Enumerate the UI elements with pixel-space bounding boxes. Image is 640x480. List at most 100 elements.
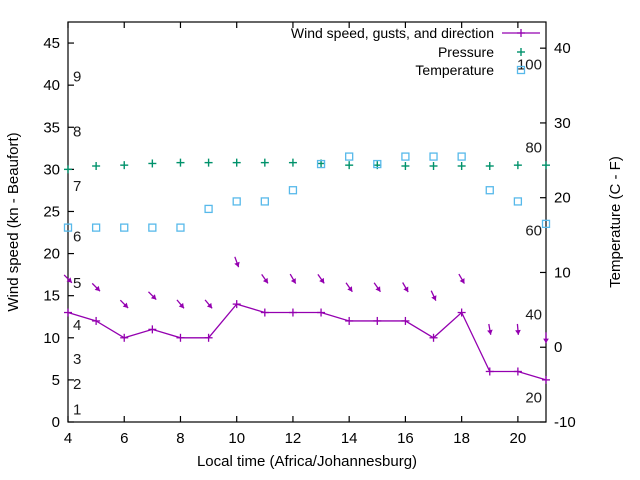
temperature-point xyxy=(120,223,129,232)
wind-speed-point xyxy=(92,316,101,325)
y2-tick-label: 10 xyxy=(554,264,571,281)
wind-speed-point xyxy=(542,375,550,384)
wind-speed-point xyxy=(204,333,213,342)
wind-speed-point xyxy=(373,316,382,325)
pressure-point xyxy=(457,162,466,170)
temperature-point xyxy=(63,223,73,232)
fahrenheit-label: 60 xyxy=(525,223,542,240)
wind-speed-point xyxy=(176,333,185,342)
x-tick-label: 12 xyxy=(285,430,302,447)
pressure-point xyxy=(401,162,410,170)
beaufort-label: 2 xyxy=(73,376,81,393)
temperature-point xyxy=(485,186,494,195)
legend-label-wind: Wind speed, gusts, and direction xyxy=(291,25,494,41)
pressure-point xyxy=(176,158,185,167)
y-tick-label: 5 xyxy=(52,372,60,389)
fahrenheit-label: 100 xyxy=(517,57,542,74)
beaufort-label: 9 xyxy=(73,69,81,86)
temperature-point xyxy=(345,152,354,161)
pressure-point xyxy=(204,158,213,167)
y-tick-label: 25 xyxy=(43,203,60,220)
beaufort-label: 6 xyxy=(73,229,81,246)
pressure-point xyxy=(288,158,297,167)
pressure-point xyxy=(92,162,101,170)
wind-speed-point xyxy=(260,308,269,317)
beaufort-label: 4 xyxy=(73,317,81,334)
wind-direction-arrow xyxy=(402,282,409,293)
wind-direction-arrow xyxy=(176,299,185,309)
y-tick-label: 10 xyxy=(43,330,60,347)
wind-direction-arrow xyxy=(317,273,325,284)
wind-speed-point xyxy=(401,316,410,325)
temperature-point xyxy=(429,152,438,161)
wind-direction-arrow xyxy=(261,273,269,284)
x-tick-label: 10 xyxy=(228,430,245,447)
wind-speed-point xyxy=(513,367,522,376)
wind-speed-point xyxy=(148,325,157,334)
x-tick-label: 8 xyxy=(176,430,184,447)
pressure-point xyxy=(120,161,129,170)
y2-tick-label: 30 xyxy=(554,115,571,132)
y-tick-label: 0 xyxy=(52,414,60,431)
legend-sample-pressure xyxy=(517,48,525,56)
pressure-point xyxy=(345,161,354,170)
temperature-point xyxy=(204,204,213,214)
wind-speed-point xyxy=(120,333,129,342)
legend-label-temperature: Temperature xyxy=(415,62,494,78)
wind-direction-arrow xyxy=(458,273,465,284)
fahrenheit-label: 80 xyxy=(525,140,542,157)
y-tick-label: 30 xyxy=(43,161,60,178)
temperature-point xyxy=(288,186,298,195)
pressure-point xyxy=(64,165,72,174)
legend-label-pressure: Pressure xyxy=(438,44,494,60)
beaufort-label: 1 xyxy=(73,401,81,418)
wind-direction-arrow xyxy=(234,256,240,268)
beaufort-label: 8 xyxy=(73,123,81,140)
pressure-point xyxy=(513,161,522,170)
wind-speed-point xyxy=(345,316,354,325)
temperature-point xyxy=(373,159,382,169)
beaufort-label: 7 xyxy=(73,178,81,195)
wind-speed-line xyxy=(67,303,547,381)
wind-speed-point xyxy=(232,300,241,309)
wind-direction-arrow xyxy=(204,299,213,309)
wind-direction-arrow xyxy=(289,273,297,284)
legend-sample-wind-marker xyxy=(517,29,525,37)
x-axis-title: Local time (Africa/Johannesburg) xyxy=(197,453,417,470)
wind-direction-arrow xyxy=(430,290,437,301)
x-tick-label: 14 xyxy=(341,430,358,447)
y-tick-label: 35 xyxy=(43,119,60,136)
y-tick-label: 45 xyxy=(43,35,60,52)
y-tick-label: 40 xyxy=(43,77,60,94)
x-tick-label: 18 xyxy=(453,430,470,447)
pressure-point xyxy=(429,162,438,170)
fahrenheit-label: 40 xyxy=(525,306,542,323)
temperature-point xyxy=(232,197,241,206)
pressure-point xyxy=(148,159,157,168)
temperature-point xyxy=(260,197,269,206)
pressure-point xyxy=(260,158,269,167)
pressure-point xyxy=(542,161,550,170)
beaufort-label: 5 xyxy=(73,275,81,292)
wind-direction-arrow xyxy=(148,291,157,301)
y-tick-label: 15 xyxy=(43,288,60,305)
wind-speed-point xyxy=(457,308,466,317)
x-tick-label: 4 xyxy=(64,430,72,447)
x-tick-label: 6 xyxy=(120,430,128,447)
x-tick-label: 16 xyxy=(397,430,414,447)
temperature-point xyxy=(541,219,551,229)
wind-direction-arrow xyxy=(487,323,493,335)
temperature-point xyxy=(457,152,466,161)
pressure-point xyxy=(485,162,494,170)
wind-direction-arrow xyxy=(543,332,549,344)
y2-tick-label: 40 xyxy=(554,40,571,57)
y-tick-label: 20 xyxy=(43,246,60,263)
temperature-point xyxy=(316,159,326,169)
wind-direction-arrow xyxy=(91,282,101,292)
temperature-point xyxy=(176,223,185,232)
wind-direction-arrow xyxy=(373,282,381,293)
plot-frame xyxy=(67,21,547,423)
x-tick-label: 20 xyxy=(510,430,527,447)
wind-direction-arrow xyxy=(63,274,73,284)
temperature-point xyxy=(148,223,157,232)
